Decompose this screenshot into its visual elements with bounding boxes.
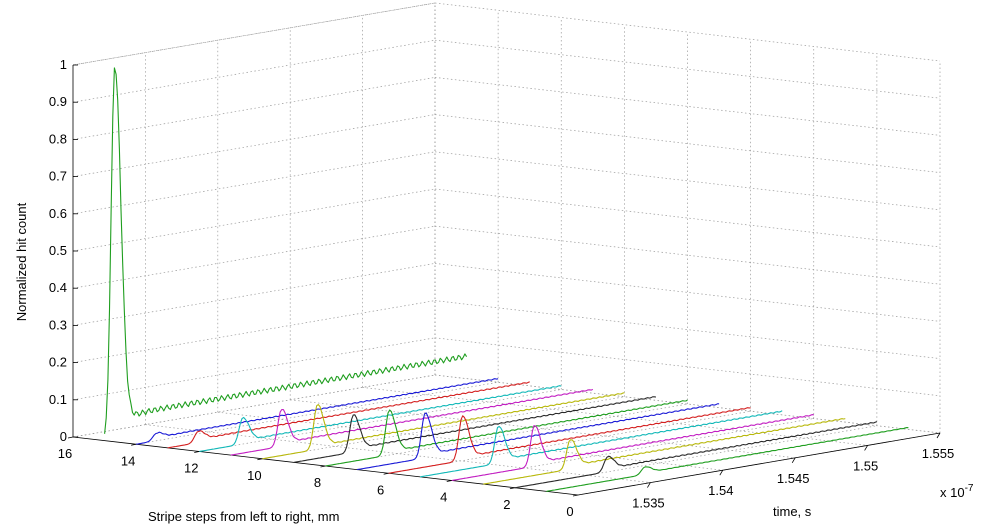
x-tick [257, 458, 263, 461]
y-tick [647, 482, 651, 488]
z-tick-label: 1 [60, 57, 67, 72]
x-tick [383, 472, 389, 475]
x-tick-label: 16 [58, 446, 72, 461]
y-axis-line [577, 432, 941, 496]
x-tick-label: 4 [440, 490, 447, 505]
grid-line-back-z [72, 151, 436, 215]
grid-line-floor-x [262, 396, 625, 460]
series-line [104, 67, 468, 434]
x-tick-label: 10 [247, 468, 261, 483]
grid-line-back-z [72, 225, 436, 289]
x-tick-label: 0 [566, 504, 573, 519]
y-axis-exponent-base: x 10 [940, 485, 965, 500]
y-axis-exponent: x 10-7 [940, 483, 974, 500]
series-line [356, 403, 720, 471]
data-series [104, 67, 909, 492]
grid-line-side-z [434, 77, 941, 136]
grid-line-side-z [434, 39, 941, 99]
x-tick [320, 465, 326, 468]
gridlines [72, 2, 941, 496]
x-tick-label: 6 [377, 482, 384, 497]
x-tick [194, 451, 200, 453]
grid-line-back-z [72, 2, 436, 66]
x-tick-label: 2 [503, 497, 510, 512]
z-axis-label: Normalized hit count [14, 202, 29, 321]
x-tick-label: 12 [184, 461, 198, 476]
y-tick-label: 1.545 [777, 471, 810, 486]
series-line [420, 410, 783, 478]
x-tick [509, 487, 515, 490]
grid-line-back-z [72, 263, 436, 326]
grid-line-side-z [434, 225, 941, 285]
tick-labels: 0 0.1 0.2 0.3 0.4 0.5 0.6 0.7 0.8 0.9 1 16 14 12 10 8 6 4… [49, 57, 954, 519]
grid-line-back-top [72, 2, 436, 66]
z-tick-label: 0.6 [49, 206, 67, 221]
grid-line-back-z [72, 114, 436, 177]
x-tick-label: 8 [314, 475, 321, 490]
grid-line-side-z [434, 188, 941, 248]
series-line [451, 414, 814, 482]
grid-line-back-z [72, 337, 436, 401]
y-tick-label: 1.555 [922, 446, 955, 461]
grid-line-back-z [72, 300, 436, 363]
grid-line-back-z [72, 77, 436, 140]
y-tick [936, 432, 941, 439]
grid-line-floor-x [136, 381, 499, 445]
series-line [325, 399, 688, 467]
y-tick-label: 1.54 [708, 483, 733, 498]
z-tick-label: 0.7 [49, 169, 67, 184]
x-tick [131, 443, 137, 446]
series-line [546, 427, 909, 492]
z-tick-label: 0.5 [49, 243, 67, 258]
y-tick [791, 457, 796, 464]
grid-line-floor-x [72, 374, 436, 438]
grid-line-side-z [434, 151, 941, 211]
grid-line-side-z [434, 263, 941, 322]
series-line [136, 378, 499, 445]
series-line [293, 396, 657, 463]
z-tick-label: 0.3 [49, 317, 67, 332]
series-line [388, 407, 751, 474]
grid-line-floor-y [434, 374, 941, 434]
z-tick-label: 0.1 [49, 392, 67, 407]
grid-line-back-z [72, 188, 436, 252]
series-line [230, 388, 594, 456]
series-line [199, 385, 562, 453]
grid-line-floor-x [325, 403, 688, 467]
grid-line-back-z [72, 39, 436, 103]
series-line [167, 381, 530, 449]
grid-line-side-z [434, 300, 941, 359]
x-tick [572, 494, 579, 497]
y-axis-exponent-power: -7 [965, 483, 974, 494]
series-line [483, 418, 846, 485]
x-tick-label: 14 [121, 453, 135, 468]
grid-line-floor-x [199, 389, 562, 452]
y-axis-label: time, s [773, 504, 812, 519]
z-tick-label: 0.8 [49, 131, 67, 146]
y-tick-label: 1.55 [853, 458, 878, 473]
grid-line-side-z [434, 337, 941, 397]
z-tick-label: 0 [60, 429, 67, 444]
series-line [262, 392, 625, 460]
y-tick [864, 445, 868, 451]
grid-line-side-z [434, 2, 941, 62]
z-tick-label: 0.2 [49, 355, 67, 370]
x-tick [446, 480, 452, 482]
y-tick [719, 469, 724, 476]
x-tick [67, 436, 74, 439]
x-axis-label: Stripe steps from left to right, mm [148, 509, 339, 524]
y-tick-label: 1.535 [632, 496, 665, 511]
z-tick-label: 0.4 [49, 280, 67, 295]
series-line [514, 421, 878, 489]
z-tick-label: 0.9 [49, 94, 67, 109]
grid-line-side-z [434, 114, 941, 173]
